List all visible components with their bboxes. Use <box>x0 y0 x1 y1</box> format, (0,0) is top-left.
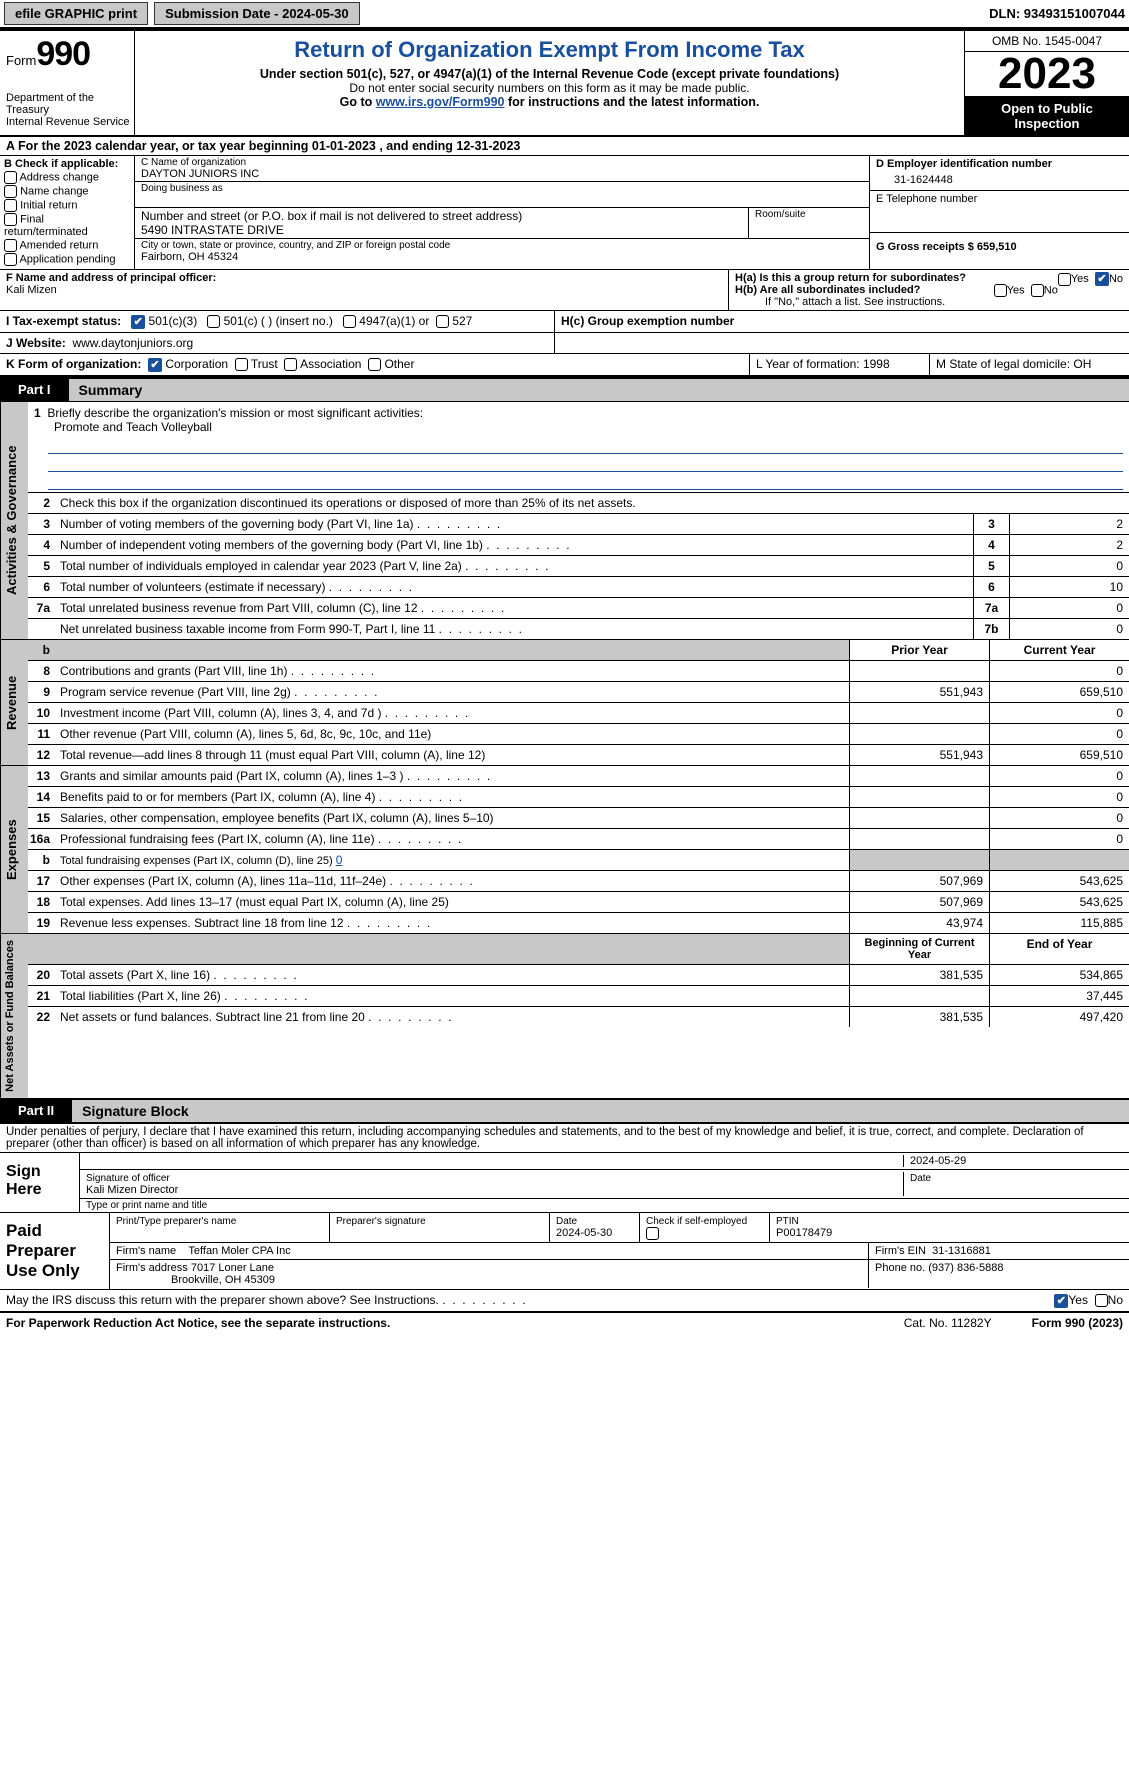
sign-here-label: Sign Here <box>0 1153 80 1212</box>
vlabel-revenue: Revenue <box>0 640 28 765</box>
dept-treasury: Department of the Treasury <box>6 92 130 116</box>
col-b-label: B Check if applicable: <box>4 158 130 170</box>
f-label: F Name and address of principal officer: <box>6 272 216 284</box>
line12: Total revenue—add lines 8 through 11 (mu… <box>56 745 849 765</box>
line16b: Total fundraising expenses (Part IX, col… <box>56 850 849 870</box>
klm-row: K Form of organization: ✔ Corporation Tr… <box>0 353 1129 377</box>
line6: Total number of volunteers (estimate if … <box>56 577 973 597</box>
line11: Other revenue (Part VIII, column (A), li… <box>56 724 849 744</box>
line3: Number of voting members of the governin… <box>56 514 973 534</box>
type-print-label: Type or print name and title <box>80 1199 1129 1212</box>
check-name-change[interactable]: Name change <box>4 185 130 198</box>
subtitle-3: Go to www.irs.gov/Form990 for instructio… <box>145 95 954 109</box>
line10: Investment income (Part VIII, column (A)… <box>56 703 849 723</box>
line19: Revenue less expenses. Subtract line 18 … <box>56 913 849 933</box>
line17: Other expenses (Part IX, column (A), lin… <box>56 871 849 891</box>
line18: Total expenses. Add lines 13–17 (must eq… <box>56 892 849 912</box>
line22: Net assets or fund balances. Subtract li… <box>56 1007 849 1027</box>
page-footer: For Paperwork Reduction Act Notice, see … <box>0 1311 1129 1333</box>
line7a: Total unrelated business revenue from Pa… <box>56 598 973 618</box>
firm-phone: Phone no. (937) 836-5888 <box>869 1260 1129 1288</box>
paid-preparer-block: Paid Preparer Use Only Print/Type prepar… <box>0 1212 1129 1289</box>
line5: Total number of individuals employed in … <box>56 556 973 576</box>
firm-name: Teffan Moler CPA Inc <box>188 1245 290 1257</box>
tax-year: 2023 <box>965 52 1129 97</box>
open-to-public: Open to Public Inspection <box>965 97 1129 135</box>
form-page-label: Form 990 (2023) <box>1032 1316 1123 1330</box>
state-domicile: M State of legal domicile: OH <box>929 354 1129 375</box>
paid-preparer-label: Paid Preparer Use Only <box>0 1213 110 1289</box>
mission-text: Promote and Teach Volleyball <box>34 420 212 434</box>
gross-receipts: G Gross receipts $ 659,510 <box>870 233 1129 255</box>
top-bar: efile GRAPHIC print Submission Date - 20… <box>0 0 1129 29</box>
i-row: I Tax-exempt status: ✔ 501(c)(3) 501(c) … <box>0 310 1129 332</box>
officer-sig-name: Kali Mizen Director <box>86 1184 178 1196</box>
subtitle-2: Do not enter social security numbers on … <box>145 81 954 95</box>
city-cell: City or town, state or province, country… <box>135 239 869 264</box>
firm-address: 7017 Loner Lane <box>191 1262 274 1274</box>
section-a: A For the 2023 calendar year, or tax yea… <box>0 135 1129 155</box>
part2-header: Part II Signature Block <box>0 1098 1129 1122</box>
fh-row: F Name and address of principal officer:… <box>0 269 1129 310</box>
subtitle-1: Under section 501(c), 527, or 4947(a)(1)… <box>145 67 954 81</box>
hb-note: If "No," attach a list. See instructions… <box>735 296 1123 308</box>
check-app-pending[interactable]: Application pending <box>4 253 130 266</box>
check-amended[interactable]: Amended return <box>4 239 130 252</box>
net-assets-section: Net Assets or Fund Balances Beginning of… <box>0 933 1129 1098</box>
year-formation: L Year of formation: 1998 <box>749 354 929 375</box>
form-number: 990 <box>36 35 90 73</box>
cat-no: Cat. No. 11282Y <box>904 1316 992 1330</box>
line16a: Professional fundraising fees (Part IX, … <box>56 829 849 849</box>
line13: Grants and similar amounts paid (Part IX… <box>56 766 849 786</box>
paperwork-notice: For Paperwork Reduction Act Notice, see … <box>6 1316 390 1330</box>
address-row: Number and street (or P.O. box if mail i… <box>135 208 869 239</box>
line15: Salaries, other compensation, employee b… <box>56 808 849 828</box>
ptin-value: P00178479 <box>776 1227 832 1239</box>
submission-date: Submission Date - 2024-05-30 <box>154 2 360 25</box>
line2: Check this box if the organization disco… <box>56 493 1129 513</box>
sign-here-block: Sign Here 2024-05-29 Signature of office… <box>0 1152 1129 1212</box>
revenue-section: Revenue bPrior YearCurrent Year 8Contrib… <box>0 639 1129 765</box>
form-title: Return of Organization Exempt From Incom… <box>145 37 954 63</box>
check-address-change[interactable]: Address change <box>4 171 130 184</box>
org-name-cell: C Name of organization DAYTON JUNIORS IN… <box>135 156 869 182</box>
discuss-row: May the IRS discuss this return with the… <box>0 1289 1129 1311</box>
form990-link[interactable]: www.irs.gov/Form990 <box>376 95 505 109</box>
ha-row: H(a) Is this a group return for subordin… <box>735 272 1123 284</box>
form-header: Form990 Department of the Treasury Inter… <box>0 29 1129 135</box>
line4: Number of independent voting members of … <box>56 535 973 555</box>
vlabel-expenses: Expenses <box>0 766 28 933</box>
line7b: Net unrelated business taxable income fr… <box>56 619 973 639</box>
line9: Program service revenue (Part VIII, line… <box>56 682 849 702</box>
telephone-cell: E Telephone number <box>870 191 1129 233</box>
vlabel-governance: Activities & Governance <box>0 402 28 639</box>
firm-ein: 31-1316881 <box>932 1245 991 1257</box>
fundraising-link[interactable]: 0 <box>336 853 343 867</box>
expenses-section: Expenses 13Grants and similar amounts pa… <box>0 765 1129 933</box>
perjury-declaration: Under penalties of perjury, I declare th… <box>0 1122 1129 1152</box>
activities-governance: Activities & Governance 1 Briefly descri… <box>0 401 1129 639</box>
col-b: B Check if applicable: Address change Na… <box>0 156 135 269</box>
line1-label: Briefly describe the organization's miss… <box>47 406 423 420</box>
j-row: J Website: www.daytonjuniors.org <box>0 332 1129 353</box>
vlabel-net-assets: Net Assets or Fund Balances <box>0 934 28 1098</box>
line20: Total assets (Part X, line 16) <box>56 965 849 985</box>
line8: Contributions and grants (Part VIII, lin… <box>56 661 849 681</box>
check-initial-return[interactable]: Initial return <box>4 199 130 212</box>
dba-cell: Doing business as <box>135 182 869 208</box>
line21: Total liabilities (Part X, line 26) <box>56 986 849 1006</box>
officer-name: Kali Mizen <box>6 284 722 296</box>
efile-print-button[interactable]: efile GRAPHIC print <box>4 2 148 25</box>
part1-header: Part I Summary <box>0 377 1129 401</box>
dln-label: DLN: 93493151007044 <box>989 6 1125 21</box>
section-bcd: B Check if applicable: Address change Na… <box>0 155 1129 269</box>
form-label: Form <box>6 53 36 68</box>
line14: Benefits paid to or for members (Part IX… <box>56 787 849 807</box>
sig-date: 2024-05-29 <box>903 1155 1123 1167</box>
irs-label: Internal Revenue Service <box>6 116 130 128</box>
check-final-return[interactable]: Final return/terminated <box>4 213 130 238</box>
ein-cell: D Employer identification number 31-1624… <box>870 156 1129 191</box>
hc-row: H(c) Group exemption number <box>555 311 1129 332</box>
